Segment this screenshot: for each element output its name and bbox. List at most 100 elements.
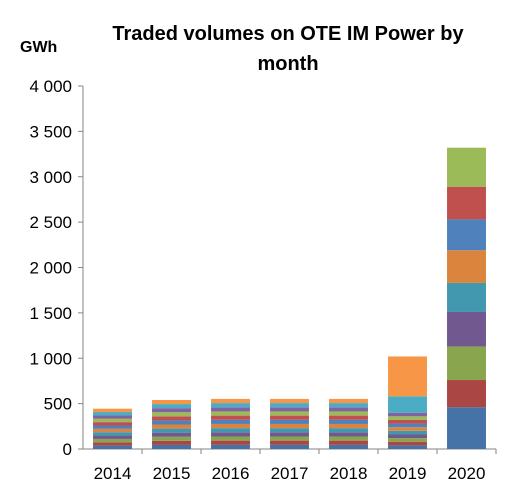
bar-segment-2017-4 [270, 432, 309, 437]
bar-segment-2015-8 [152, 416, 191, 421]
y-tick-label: 3 000 [29, 168, 72, 187]
bar-segment-2014-2 [93, 442, 132, 446]
bar-segment-2019-5 [388, 430, 427, 435]
bar-segment-2017-1 [270, 444, 309, 449]
bar-segment-2019-11 [388, 396, 427, 413]
chart-title-line-2: month [257, 53, 318, 75]
bar-segment-2016-9 [211, 411, 250, 416]
plot-area: 0 500 1 000 1 500 2 000 2 500 3 000 3 500 4 000 2… [29, 77, 497, 483]
bar-segment-2020-3 [447, 346, 486, 381]
bar-segment-2016-7 [211, 419, 250, 424]
y-tick-label: 1 000 [29, 349, 72, 368]
bar-segment-2015-10 [152, 408, 191, 413]
bar-segment-2019-9 [388, 416, 427, 420]
bar-segment-2018-8 [329, 415, 368, 420]
x-tick-label-2018: 2018 [330, 464, 368, 483]
bar-segment-2020-6 [447, 250, 486, 283]
y-tick-label: 500 [44, 395, 72, 414]
bar-segment-2019-7 [388, 423, 427, 428]
bar-segment-2020-4 [447, 311, 486, 347]
bar-segment-2018-10 [329, 407, 368, 412]
bar-segment-2016-8 [211, 415, 250, 420]
bar-segment-2015-5 [152, 428, 191, 433]
x-tick-label-2015: 2015 [153, 464, 191, 483]
bar-segment-2018-6 [329, 423, 368, 429]
bar-segment-2019-6 [388, 427, 427, 431]
bar-segment-2015-9 [152, 412, 191, 417]
bar-segment-2015-6 [152, 424, 191, 429]
bar-segment-2018-1 [329, 444, 368, 449]
bar-segment-2020-9 [447, 147, 486, 187]
x-tick-label-2016: 2016 [212, 464, 250, 483]
bar-segment-2016-5 [211, 428, 250, 433]
bar-segment-2017-8 [270, 415, 309, 420]
y-tick-label: 2 500 [29, 213, 72, 232]
bar-segment-2017-7 [270, 419, 309, 424]
bar-segment-2014-6 [93, 428, 132, 433]
x-tick-label-2020: 2020 [448, 464, 486, 483]
bar-segment-2015-12 [152, 399, 191, 405]
bar-segment-2018-2 [329, 440, 368, 445]
chart-title-line-1: Traded volumes on OTE IM Power by [112, 23, 464, 45]
bar-segment-2017-5 [270, 428, 309, 433]
bar-segment-2018-5 [329, 428, 368, 433]
bar-segment-2016-2 [211, 440, 250, 445]
bar-segment-2014-10 [93, 415, 132, 419]
bar-segment-2014-5 [93, 432, 132, 436]
bar-segment-2014-12 [93, 408, 132, 413]
bar-segment-2014-7 [93, 425, 132, 429]
bar-segment-2017-12 [270, 398, 309, 404]
bar-segment-2018-9 [329, 411, 368, 416]
bar-segment-2015-7 [152, 420, 191, 425]
bar-segment-2016-10 [211, 407, 250, 412]
bar-segment-2019-8 [388, 419, 427, 424]
bar-segment-2017-2 [270, 440, 309, 445]
y-tick-label: 0 [63, 440, 72, 459]
bar-segment-2017-11 [270, 403, 309, 408]
bar-segment-2015-11 [152, 404, 191, 409]
bar-segment-2016-11 [211, 403, 250, 408]
bar-segment-2014-3 [93, 438, 132, 443]
bar-segment-2015-1 [152, 444, 191, 449]
bar-segment-2020-7 [447, 219, 486, 251]
bar-segment-2017-3 [270, 436, 309, 441]
bar-segment-2019-10 [388, 412, 427, 417]
y-axis-unit-label: GWh [20, 39, 57, 56]
bar-segment-2020-5 [447, 282, 486, 312]
bar-segment-2015-3 [152, 436, 191, 441]
x-tick-label-2019: 2019 [389, 464, 427, 483]
y-tick-label: 3 500 [29, 122, 72, 141]
bar-segment-2019-3 [388, 438, 427, 442]
bar-segment-2014-11 [93, 412, 132, 416]
bar-segment-2014-4 [93, 435, 132, 439]
y-tick-label: 2 000 [29, 259, 72, 278]
bar-segment-2019-2 [388, 441, 427, 446]
bar-segment-2014-1 [93, 445, 132, 449]
bar-segment-2018-11 [329, 403, 368, 408]
y-tick-label: 1 500 [29, 304, 72, 323]
bar-segment-2015-2 [152, 440, 191, 445]
bar-segment-2018-4 [329, 432, 368, 437]
bar-segment-2019-12 [388, 356, 427, 397]
bar-segment-2020-8 [447, 186, 486, 220]
bar-segment-2019-1 [388, 445, 427, 449]
bar-segment-2018-7 [329, 419, 368, 424]
bar-segment-2014-9 [93, 418, 132, 423]
bar-segment-2020-1 [447, 407, 486, 449]
y-tick-label: 4 000 [29, 77, 72, 96]
x-tick-label-2014: 2014 [94, 464, 132, 483]
bar-segment-2016-4 [211, 432, 250, 437]
bar-segment-2019-4 [388, 434, 427, 439]
bar-segment-2017-6 [270, 423, 309, 429]
bar-segment-2016-12 [211, 398, 250, 404]
bar-segment-2015-4 [152, 432, 191, 437]
bar-segment-2018-12 [329, 398, 368, 404]
bar-segment-2016-6 [211, 423, 250, 429]
bar-segment-2016-3 [211, 436, 250, 441]
bar-segment-2014-8 [93, 422, 132, 426]
bar-segment-2018-3 [329, 436, 368, 441]
bar-segment-2016-1 [211, 444, 250, 449]
bar-segment-2017-9 [270, 411, 309, 416]
bar-segment-2020-2 [447, 380, 486, 408]
